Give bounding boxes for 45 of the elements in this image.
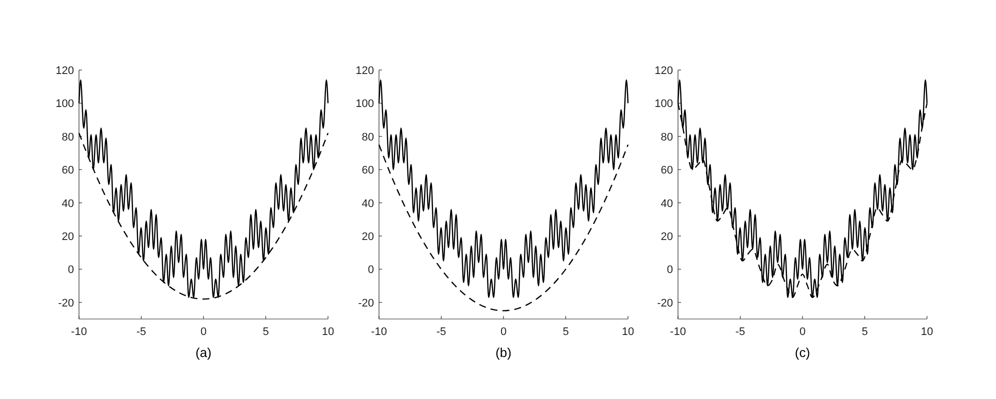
x-axis-title: (b) xyxy=(496,345,512,360)
y-tick-label: -20 xyxy=(58,297,74,310)
y-tick-label: 20 xyxy=(362,231,374,243)
y-tick-label: 80 xyxy=(660,131,673,144)
y-tick-label: -20 xyxy=(657,297,673,310)
y-tick-label: 60 xyxy=(362,164,374,177)
y-tick-label: 40 xyxy=(62,198,74,210)
line-series xyxy=(378,79,629,298)
y-tick-label: 80 xyxy=(362,131,374,144)
y-tick-label: 40 xyxy=(362,198,374,210)
x-tick-label: -10 xyxy=(71,326,87,338)
x-tick-label: 0 xyxy=(799,326,806,338)
y-tick-label: 40 xyxy=(660,198,673,210)
x-tick-label: 0 xyxy=(500,326,507,338)
x-tick-label: -5 xyxy=(735,326,746,338)
x-tick-label: -5 xyxy=(436,326,446,338)
y-tick-label: 80 xyxy=(62,131,74,144)
x-axis-title: (a) xyxy=(196,345,212,360)
y-tick-label: -20 xyxy=(358,297,374,310)
x-tick-label: 10 xyxy=(322,326,334,338)
y-tick-label: 20 xyxy=(62,231,74,243)
y-tick-label: 60 xyxy=(62,164,74,177)
x-axis-title: (c) xyxy=(794,345,810,360)
x-tick-label: -10 xyxy=(670,326,686,338)
y-tick-label: 100 xyxy=(56,98,74,110)
y-tick-label: 60 xyxy=(660,164,673,177)
x-tick-label: 10 xyxy=(622,326,634,338)
y-tick-label: 0 xyxy=(666,264,673,276)
y-tick-label: 20 xyxy=(660,231,673,243)
y-tick-label: 120 xyxy=(654,65,673,77)
x-tick-label: -5 xyxy=(136,326,146,338)
y-tick-label: 0 xyxy=(68,264,74,276)
x-tick-label: 5 xyxy=(862,326,868,338)
y-tick-label: 120 xyxy=(356,65,374,77)
y-tick-label: 0 xyxy=(368,264,374,276)
x-tick-label: 10 xyxy=(920,326,934,338)
x-tick-label: 5 xyxy=(562,326,569,338)
line-series xyxy=(78,79,329,298)
y-tick-label: 120 xyxy=(56,65,74,77)
x-tick-label: 5 xyxy=(262,326,269,338)
x-tick-label: -10 xyxy=(371,326,387,338)
y-tick-label: 100 xyxy=(356,98,374,110)
y-tick-label: 100 xyxy=(654,98,673,110)
line-series xyxy=(378,144,629,312)
x-tick-label: 0 xyxy=(200,326,207,338)
